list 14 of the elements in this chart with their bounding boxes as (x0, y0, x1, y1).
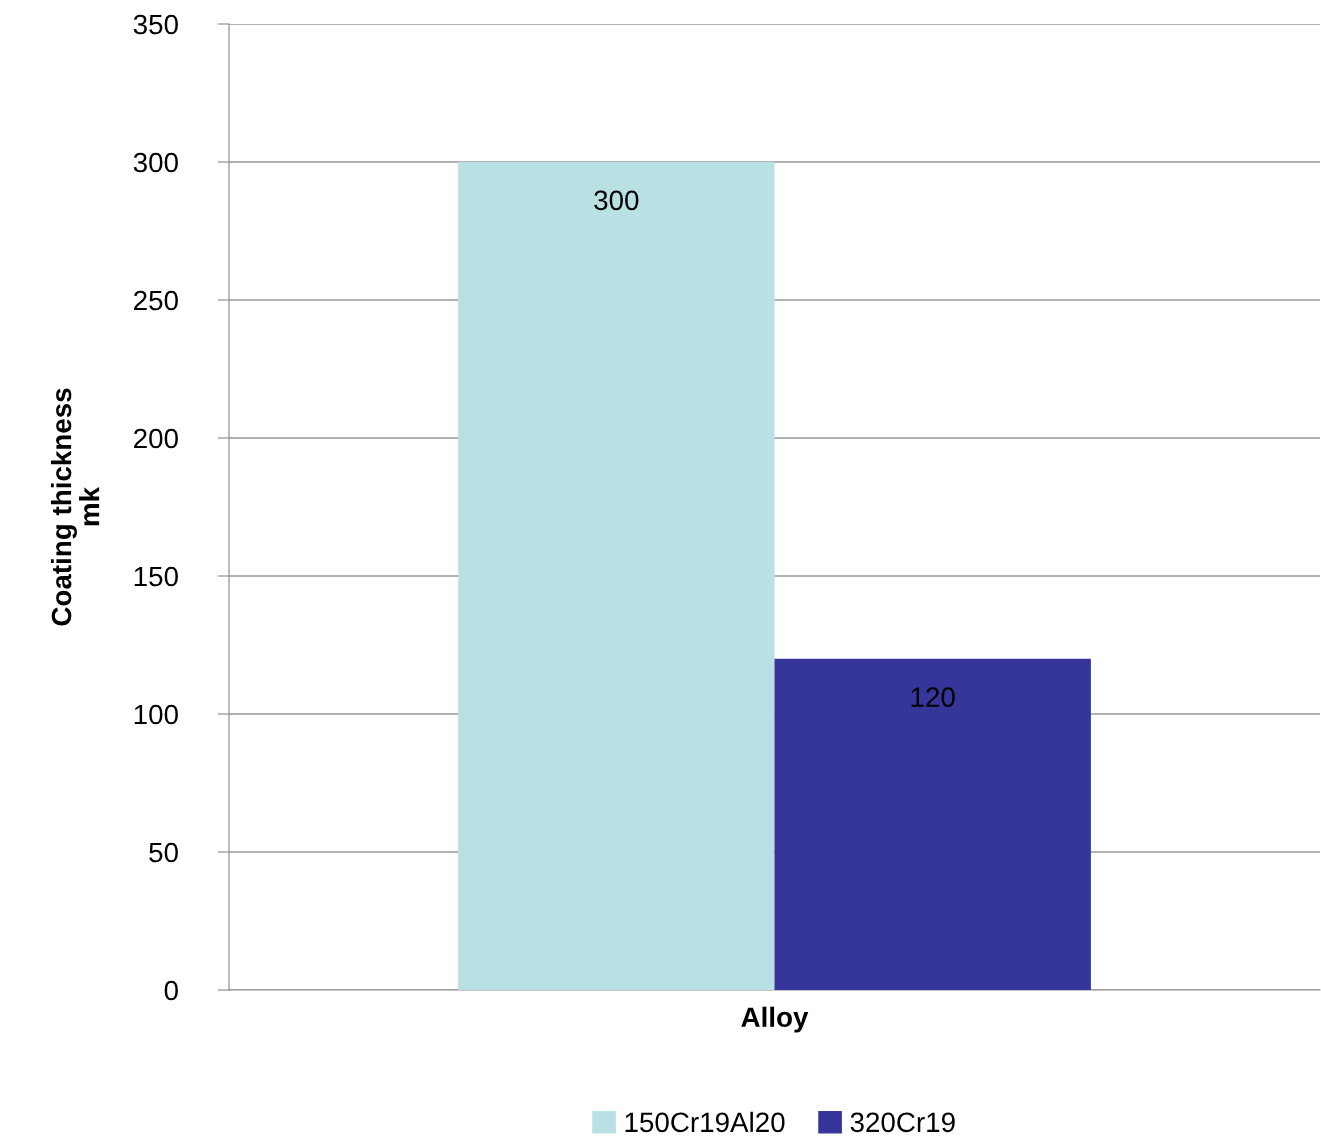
legend-label: 320Cr19 (850, 1112, 955, 1133)
y-tick-label: 100 (134, 704, 178, 725)
y-tick-label: 350 (133, 14, 178, 35)
y-tick-label: 0 (164, 980, 178, 1001)
y-tick-label: 50 (149, 842, 178, 863)
y-tick-label: 200 (134, 428, 178, 449)
y-tick-label: 150 (134, 566, 178, 587)
y-tick-label: 250 (134, 290, 178, 311)
x-tick-label: Alloy (741, 1006, 809, 1033)
y-axis-title: Coating thickness mk (50, 388, 100, 626)
y-tick-label: 300 (133, 152, 178, 173)
data-label: 300 (594, 190, 639, 211)
legend-label: 150Cr19Al20 (625, 1111, 785, 1133)
data-label: 120 (911, 687, 955, 707)
